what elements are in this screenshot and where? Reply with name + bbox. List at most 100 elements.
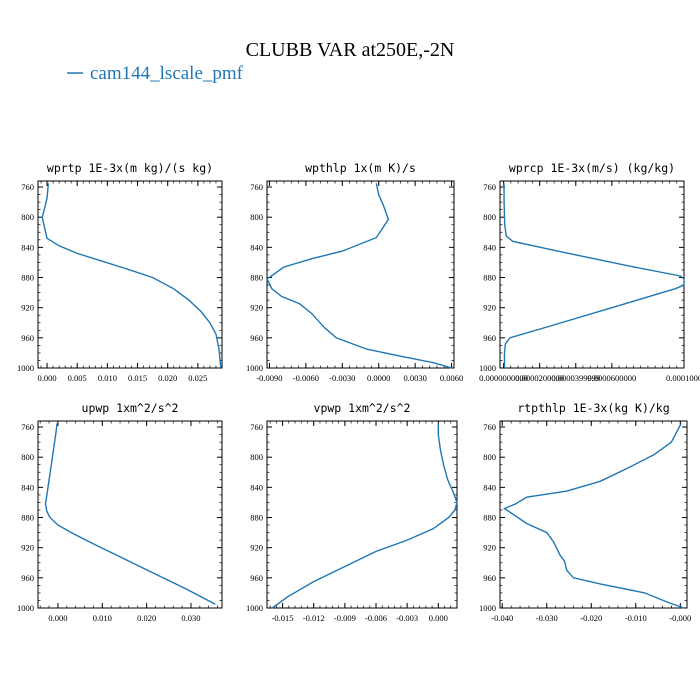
y-tick-label: 840 [21,482,34,492]
y-tick-label: 920 [483,543,496,553]
y-tick-label: 1000 [246,363,263,373]
series-line-cam144-lscale-pmf [271,423,458,609]
x-tick-label: 0.0000000000 [479,373,528,383]
series-line-cam144-lscale-pmf [41,183,222,369]
panel-title: rtpthlp 1E-3x(kg K)/kg [517,401,669,415]
x-tick-label: 0.020 [137,613,156,623]
x-tick-label: 0.0001000 [666,373,700,383]
y-tick-label: 800 [483,452,496,462]
x-tick-label: 0.010 [98,373,117,383]
x-tick-label: 0.000 [429,613,448,623]
series-line-cam144-lscale-pmf [503,422,685,609]
chart-panel-2: wpthlp 1x(m K)/s7608008408809209601000-0… [246,161,463,383]
x-tick-label: -0.0060 [293,373,319,383]
chart-panel-3: wprcp 1E-3x(m/s) (kg/kg) 760 800 840 880 920 9… [479,161,700,383]
x-tick-label: 0.0060 [440,373,463,383]
y-tick-label: 840 [483,242,496,252]
plot-frame [499,180,685,369]
y-tick-label: 920 [250,303,263,313]
y-tick-label: 960 [250,573,263,583]
plot-frame [266,420,458,609]
chart-panel-4: upwp 1xm^2/s^2 760 800 840 880 920 960 1000 0.00… [17,401,223,623]
y-tick-label: 840 [21,242,34,252]
chart-panel-5: vpwp 1xm^2/s^2 760 800 840 880 920 960 1000 -0.0… [246,401,458,623]
y-tick-label: 1000 [479,603,496,613]
chart-panel-1: wprtp 1E-3x(m kg)/(s kg) 760 800 840 880 920 9… [17,161,223,383]
x-tick-label: -0.015 [272,613,294,623]
y-tick-label: 800 [483,212,496,222]
y-tick-label: 800 [21,452,34,462]
x-tick-label: -0.009 [334,613,356,623]
y-tick-label: 920 [21,543,34,553]
y-tick-label: 1000 [17,603,34,613]
x-tick-label: -0.0090 [256,373,282,383]
y-tick-label: 760 [250,422,263,432]
y-tick-label: 880 [21,273,34,283]
plot-frame [266,180,455,369]
x-tick-label: 0.0000600000 [587,373,636,383]
panels-group: wprtp 1E-3x(m kg)/(s kg) 760 800 840 880 920 9… [17,161,700,623]
y-tick-label: 760 [250,182,263,192]
series-line-cam144-lscale-pmf [503,183,685,368]
panel-title: upwp 1xm^2/s^2 [82,401,179,415]
x-tick-label: -0.010 [625,613,647,623]
x-tick-label: -0.0030 [329,373,355,383]
x-tick-label: 0.0000200000 [515,373,564,383]
y-tick-label: 880 [21,513,34,523]
series-line-cam144-lscale-pmf [266,183,452,369]
x-tick-label: -0.020 [580,613,602,623]
y-tick-label: 1000 [246,603,263,613]
plot-frame [37,180,223,369]
y-tick-label: 920 [483,303,496,313]
y-tick-label: 920 [250,543,263,553]
y-tick-label: 760 [483,422,496,432]
figure-title: CLUBB VAR at250E,-2N [246,39,455,61]
y-tick-label: 840 [483,482,496,492]
x-tick-label: 0.010 [93,613,112,623]
panel-title: wprtp 1E-3x(m kg)/(s kg) [47,161,213,175]
y-tick-label: 960 [21,573,34,583]
x-tick-label: -0.040 [491,613,513,623]
y-tick-label: 760 [483,182,496,192]
y-tick-label: 800 [21,212,34,222]
y-tick-label: 960 [483,333,496,343]
panel-title: wprcp 1E-3x(m/s) (kg/kg) [509,161,675,175]
legend-label: cam144_lscale_pmf [90,63,244,84]
x-tick-label: -0.003 [396,613,418,623]
y-tick-label: 880 [250,513,263,523]
x-tick-label: 0.015 [128,373,147,383]
y-tick-label: 880 [483,273,496,283]
x-tick-label: 0.020 [158,373,177,383]
x-tick-label: 0.000 [37,373,56,383]
x-tick-label: -0.012 [303,613,325,623]
y-tick-label: 920 [21,303,34,313]
y-tick-label: 960 [21,333,34,343]
x-tick-label: 0.0030 [403,373,426,383]
y-tick-label: 840 [250,242,263,252]
y-tick-label: 840 [250,482,263,492]
x-tick-label: -0.030 [536,613,558,623]
x-tick-label: 0.005 [68,373,87,383]
panel-title: vpwp 1xm^2/s^2 [314,401,411,415]
y-tick-label: 960 [483,573,496,583]
y-tick-label: 880 [250,273,263,283]
y-tick-label: 800 [250,452,263,462]
y-tick-label: 880 [483,513,496,523]
x-tick-label: 0.025 [188,373,207,383]
y-tick-label: 760 [21,422,34,432]
x-tick-label: 0.0000 [367,373,390,383]
x-tick-label: 0.030 [181,613,200,623]
y-tick-label: 800 [250,212,263,222]
x-tick-label: -0.006 [365,613,387,623]
y-tick-label: 1000 [479,363,496,373]
x-tick-label: -0.000 [669,613,691,623]
plot-frame [37,420,223,609]
x-tick-label: 0.000 [48,613,67,623]
series-line-cam144-lscale-pmf [44,423,216,605]
x-tick-label: 0.0000399999 [551,373,600,383]
y-tick-label: 960 [250,333,263,343]
chart-panel-6: rtpthlp 1E-3x(kg K)/kg 760 800 840 880 920 960… [479,401,691,623]
y-tick-label: 1000 [17,363,34,373]
plot-frame [499,420,688,609]
panel-title: wpthlp 1x(m K)/s [305,161,416,175]
